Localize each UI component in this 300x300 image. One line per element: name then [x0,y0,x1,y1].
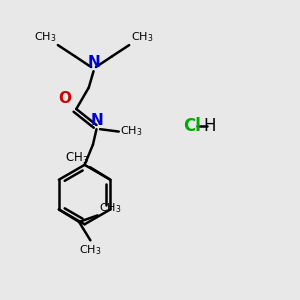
Text: O: O [58,91,71,106]
Text: N: N [87,55,100,70]
Text: CH$_3$: CH$_3$ [131,30,153,44]
Text: CH$_3$: CH$_3$ [99,201,122,215]
Text: CH$_3$: CH$_3$ [65,151,89,166]
Text: N: N [91,113,103,128]
Text: H: H [203,117,216,135]
Text: CH$_3$: CH$_3$ [34,30,56,44]
Text: CH$_3$: CH$_3$ [120,125,143,139]
Text: Cl: Cl [183,117,200,135]
Text: CH$_3$: CH$_3$ [79,243,102,256]
